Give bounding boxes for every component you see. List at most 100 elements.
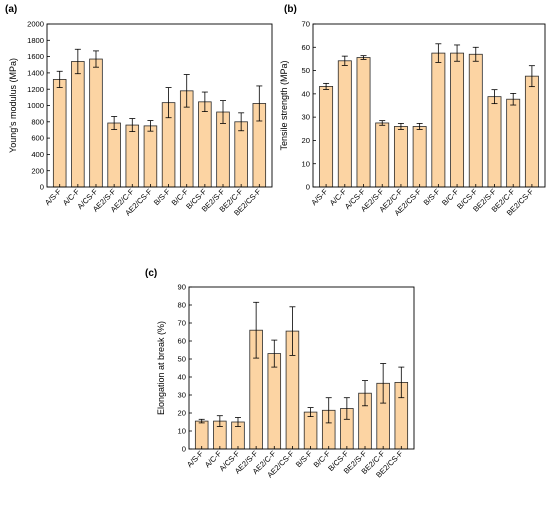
y-tick-label: 30 xyxy=(178,391,186,400)
error-bar xyxy=(343,397,350,420)
error-bar xyxy=(416,123,423,130)
bar xyxy=(356,57,371,188)
bar xyxy=(194,420,209,450)
x-tick-label: B/S-F xyxy=(422,187,442,207)
bar xyxy=(107,122,121,188)
error-bar xyxy=(74,48,81,75)
bar xyxy=(487,96,502,188)
y-tick-label: 1000 xyxy=(27,101,44,110)
error-bar xyxy=(360,55,367,60)
bar xyxy=(468,53,483,188)
y-tick-label: 600 xyxy=(31,134,44,143)
error-bar xyxy=(201,91,208,113)
panel-label: (a) xyxy=(5,4,17,15)
y-tick-label: 1200 xyxy=(27,85,44,94)
error-bar xyxy=(165,87,172,119)
error-bar xyxy=(183,74,190,108)
error-bar xyxy=(234,417,241,427)
y-tick-label: 40 xyxy=(302,89,310,98)
bar xyxy=(267,353,282,450)
x-tick-label: A/S-F xyxy=(309,187,329,207)
error-bar xyxy=(289,306,296,356)
error-bar xyxy=(220,100,227,124)
y-tick-label: 40 xyxy=(178,373,186,382)
y-tick-label: 20 xyxy=(302,136,310,145)
y-tick-label: 1600 xyxy=(27,52,44,61)
bar xyxy=(375,122,390,188)
error-bar xyxy=(379,120,386,126)
y-tick-label: 30 xyxy=(302,113,310,122)
y-tick-label: 80 xyxy=(178,301,186,310)
x-tick-label: A/S-F xyxy=(43,187,63,207)
error-bar xyxy=(92,50,99,68)
bar xyxy=(393,126,408,188)
bar xyxy=(412,126,427,188)
error-bar xyxy=(129,118,136,132)
bar xyxy=(524,75,539,188)
y-tick-label: 60 xyxy=(302,43,310,52)
x-tick-label: A/S-F xyxy=(185,449,205,469)
error-bar xyxy=(510,92,517,106)
bar xyxy=(431,52,446,188)
bar xyxy=(319,86,334,188)
error-bar xyxy=(198,418,205,424)
bar xyxy=(234,121,248,188)
bar xyxy=(89,58,103,188)
y-tick-label: 10 xyxy=(178,427,186,436)
axes-frame xyxy=(188,286,415,450)
y-tick-label: 0 xyxy=(306,183,310,192)
error-bar xyxy=(271,339,278,368)
error-bar xyxy=(323,82,330,90)
bar xyxy=(125,124,140,188)
y-tick-label: 70 xyxy=(178,319,186,328)
panel-label: (c) xyxy=(145,268,157,279)
error-bar xyxy=(397,123,404,130)
error-bar xyxy=(325,397,332,424)
error-bar xyxy=(253,301,260,359)
x-tick-label: B/S-F xyxy=(294,449,314,469)
error-bar xyxy=(341,55,348,66)
error-bar xyxy=(398,366,405,399)
axes-frame xyxy=(312,23,546,188)
y-tick-label: 20 xyxy=(178,409,186,418)
bar xyxy=(71,61,85,188)
error-bar xyxy=(454,44,461,62)
error-bar xyxy=(216,415,223,427)
y-tick-label: 200 xyxy=(31,166,44,175)
error-bar xyxy=(380,363,387,404)
bar xyxy=(198,101,212,188)
y-tick-label: 70 xyxy=(302,20,310,29)
y-tick-label: 800 xyxy=(31,117,44,126)
error-bar xyxy=(472,46,479,62)
error-bar xyxy=(56,70,63,88)
bar xyxy=(143,125,158,188)
panel-young-modulus: (a) 0 200 400 600 800 1000 1200 1400 1600 1800 2000… xyxy=(5,4,273,218)
error-bar xyxy=(362,380,369,407)
x-tick-label: B/S-F xyxy=(152,187,172,207)
bar xyxy=(506,98,521,188)
bar xyxy=(52,79,67,188)
y-axis-label: Elongation at break (%) xyxy=(156,321,166,415)
error-bar xyxy=(111,116,118,130)
error-bar xyxy=(435,43,442,63)
y-tick-label: 0 xyxy=(40,183,44,192)
y-axis-label: Young's modulus (MPa) xyxy=(8,58,18,153)
y-tick-label: 90 xyxy=(178,283,186,292)
y-tick-label: 0 xyxy=(182,445,186,454)
panel-tensile-strength: (b)010203040506070A/S-FA/C-FA/CS-FAE2/S-… xyxy=(279,4,546,218)
y-tick-label: 10 xyxy=(302,159,310,168)
bar xyxy=(303,411,318,450)
error-bar xyxy=(238,112,245,132)
y-tick-label: 1800 xyxy=(27,36,44,45)
y-axis-label: Tensile strength (MPa) xyxy=(279,60,289,150)
error-bar xyxy=(528,65,535,88)
bar xyxy=(450,52,465,188)
y-tick-label: 400 xyxy=(31,150,44,159)
panel-label: (b) xyxy=(284,4,297,15)
panel-elongation-at-break: (c)0102030405060708090A/S-FA/C-FA/CS-FAE… xyxy=(145,268,415,480)
error-bar xyxy=(147,120,154,132)
y-tick-label: 50 xyxy=(178,355,186,364)
error-bar xyxy=(307,407,314,418)
error-bar xyxy=(256,85,263,122)
